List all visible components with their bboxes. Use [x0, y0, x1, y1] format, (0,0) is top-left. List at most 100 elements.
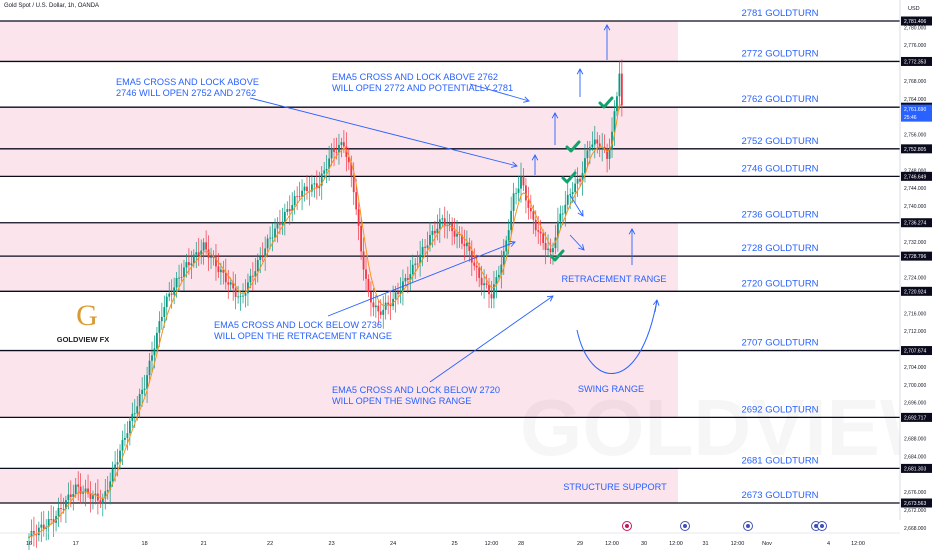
candle-body — [328, 158, 331, 169]
annotation-text: WILL OPEN THE SWING RANGE — [332, 396, 471, 406]
candle-body — [47, 519, 50, 527]
x-tick-label: 12:00 — [851, 541, 865, 547]
candle-body — [618, 73, 621, 97]
x-tick-label: 31 — [702, 541, 708, 547]
candle-body — [362, 251, 365, 270]
y-tick-label: 2,700.000 — [904, 383, 926, 389]
x-tick-label: 23 — [329, 541, 335, 547]
candle-body — [387, 302, 390, 305]
candle-body — [254, 271, 257, 277]
candle-body — [500, 264, 503, 275]
candle-body — [296, 196, 299, 197]
price-tag — [901, 16, 932, 26]
candle-body — [242, 295, 244, 297]
candle-body — [588, 147, 591, 151]
candle-body — [79, 486, 82, 494]
candle-body — [151, 355, 153, 361]
candle-body — [99, 500, 102, 504]
level-label: 2762 GOLDTURN — [741, 94, 818, 105]
candle-body — [311, 184, 313, 192]
candle-body — [28, 536, 30, 538]
candle-body — [512, 193, 515, 211]
candle-body — [458, 233, 461, 235]
countdown-label: 25:46 — [904, 115, 917, 121]
candle-body — [473, 262, 476, 266]
candle-body — [320, 173, 323, 186]
candle-body — [569, 194, 572, 195]
candle-body — [87, 488, 89, 494]
up-arrow-head — [551, 112, 559, 119]
candle-body — [212, 256, 215, 258]
y-tick-label: 2,712.000 — [904, 329, 926, 335]
candle-body — [116, 462, 119, 465]
candle-body — [448, 223, 451, 225]
y-tick-label: 2,688.000 — [904, 436, 926, 442]
candle-body — [101, 498, 104, 504]
candle-body — [224, 272, 227, 283]
level-label: 2746 GOLDTURN — [741, 163, 818, 174]
candle-body — [379, 311, 382, 315]
candle-body — [165, 296, 168, 308]
candle-body — [517, 188, 520, 193]
candle-body — [239, 295, 242, 297]
annotation-arrow-head — [511, 161, 518, 168]
x-tick-label: 24 — [390, 541, 396, 547]
y-tick-label: 2,684.000 — [904, 454, 926, 460]
candle-body — [219, 269, 222, 273]
candle-body — [69, 494, 72, 497]
y-tick-label: 2,748.000 — [904, 168, 926, 174]
x-tick-label: 22 — [267, 541, 273, 547]
candle-body — [247, 282, 249, 294]
candle-body — [89, 493, 92, 499]
y-tick-label: 2,780.000 — [904, 25, 926, 31]
candle-body — [468, 242, 471, 251]
candle-body — [561, 213, 564, 215]
level-label: 2681 GOLDTURN — [741, 455, 818, 466]
candle-body — [298, 196, 301, 197]
candle-body — [470, 250, 473, 263]
pink-zone — [0, 222, 678, 292]
level-label: 2720 GOLDTURN — [741, 278, 818, 289]
candle-body — [453, 231, 456, 237]
candle-body — [564, 204, 567, 214]
candle-body — [202, 242, 205, 251]
retracement-range-label: RETRACEMENT RANGE — [562, 274, 667, 284]
candle-body — [456, 233, 458, 237]
swing-range-label: SWING RANGE — [578, 384, 644, 394]
price-tag-label: 2,746.649 — [904, 174, 926, 180]
candle-body — [527, 200, 530, 208]
y-tick-label: 2,732.000 — [904, 240, 926, 246]
y-tick-label: 2,744.000 — [904, 186, 926, 192]
check-icon — [565, 140, 581, 153]
candle-body — [210, 256, 212, 258]
candle-body — [178, 277, 180, 279]
candle-body — [84, 488, 87, 493]
candle-body — [215, 257, 217, 267]
candle-body — [424, 246, 426, 248]
candle-body — [431, 230, 434, 235]
x-tick-label: 4 — [827, 541, 830, 547]
y-tick-label: 2,776.000 — [904, 43, 926, 49]
candle-body — [217, 266, 220, 273]
candle-body — [249, 275, 252, 283]
check-icon — [549, 249, 565, 262]
candle-body — [507, 230, 510, 241]
annotation-arrow-head — [546, 295, 554, 302]
x-tick-label: 29 — [577, 541, 583, 547]
check-icon — [561, 171, 577, 184]
logo-icon: G — [76, 299, 98, 332]
x-tick-label: 17 — [73, 541, 79, 547]
candle-body — [434, 230, 436, 234]
candle-body — [547, 248, 549, 250]
candle-body — [347, 156, 350, 163]
candle-body — [350, 162, 353, 176]
x-tick-label: 12:00 — [605, 541, 619, 547]
candle-body — [192, 254, 195, 264]
candle-body — [443, 218, 446, 227]
up-arrow-head — [603, 24, 611, 31]
candle-body — [352, 175, 355, 193]
candle-body — [409, 274, 412, 280]
check-icon — [598, 96, 614, 109]
candle-body — [485, 283, 488, 285]
